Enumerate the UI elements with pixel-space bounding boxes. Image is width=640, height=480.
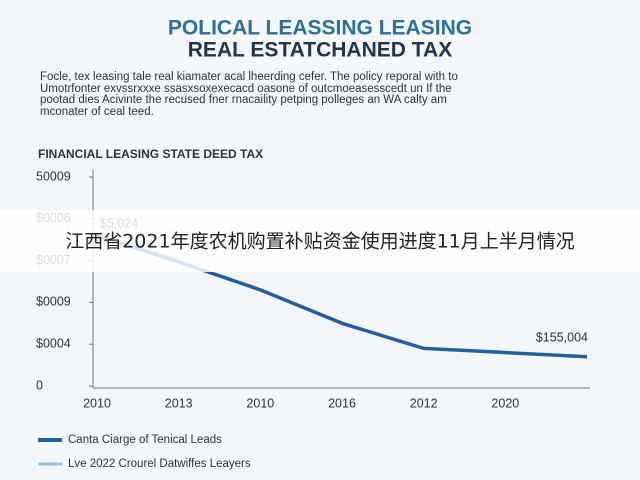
y-tick-label: $0004 (36, 336, 71, 350)
banner-text: 江西省2021年度农机购置补贴资金使用进度11月上半月情况 (65, 231, 575, 253)
x-tick-label: 2012 (410, 396, 438, 410)
description: mconater of ceal teed. (40, 106, 154, 118)
annotation: $155,004 (536, 330, 588, 344)
description: Umotrfonter exvssrxxxe ssasxsoxexecacd o… (40, 83, 452, 95)
legend-label: Canta Ciarge of Tenical Leads (68, 434, 222, 446)
x-tick-label: 2020 (491, 396, 519, 410)
chart-title: REAL ESTATCHANED TAX (188, 39, 452, 62)
y-tick-label: 0 (36, 378, 43, 392)
banner-background (0, 210, 640, 272)
y-tick-label: $0009 (36, 295, 71, 309)
x-tick-label: 2010 (246, 396, 274, 410)
chart-subtitle: FINANCIAL LEASING STATE DEED TAX (38, 147, 263, 161)
x-tick-label: 2010 (83, 396, 111, 410)
description: Focle, tex leasing tale real kiamater ac… (40, 71, 458, 83)
x-tick-label: 2016 (328, 396, 356, 410)
legend-label: Lve 2022 Crourel Datwiffes Leayers (68, 458, 251, 470)
y-tick-label: 50009 (36, 169, 71, 183)
chart-title: POLICAL LEASSING LEASING (168, 17, 472, 40)
x-tick-label: 2013 (165, 396, 193, 410)
description: pootad dies Acivinte the recused fner rn… (40, 94, 447, 106)
